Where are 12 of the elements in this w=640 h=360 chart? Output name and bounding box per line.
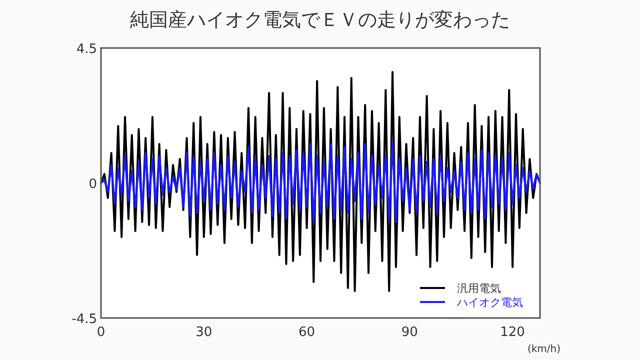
x-tick-label: 120 (500, 325, 525, 340)
x-axis-title: (km/h) (527, 344, 561, 355)
x-tick-label: 30 (196, 325, 212, 340)
line-series (100, 140, 541, 223)
x-tick-label: 90 (401, 325, 418, 340)
legend-label: 汎用電気 (457, 282, 501, 295)
x-tick-label: 60 (298, 325, 316, 340)
chart-title: 純国産ハイオク電気でＥＶの走りが変わった (130, 9, 510, 31)
y-tick-label: 0 (88, 177, 97, 192)
legend-label: ハイオク電気 (456, 296, 523, 309)
y-tick-label: -4.5 (72, 312, 97, 327)
y-tick-label: 4.5 (76, 42, 97, 57)
